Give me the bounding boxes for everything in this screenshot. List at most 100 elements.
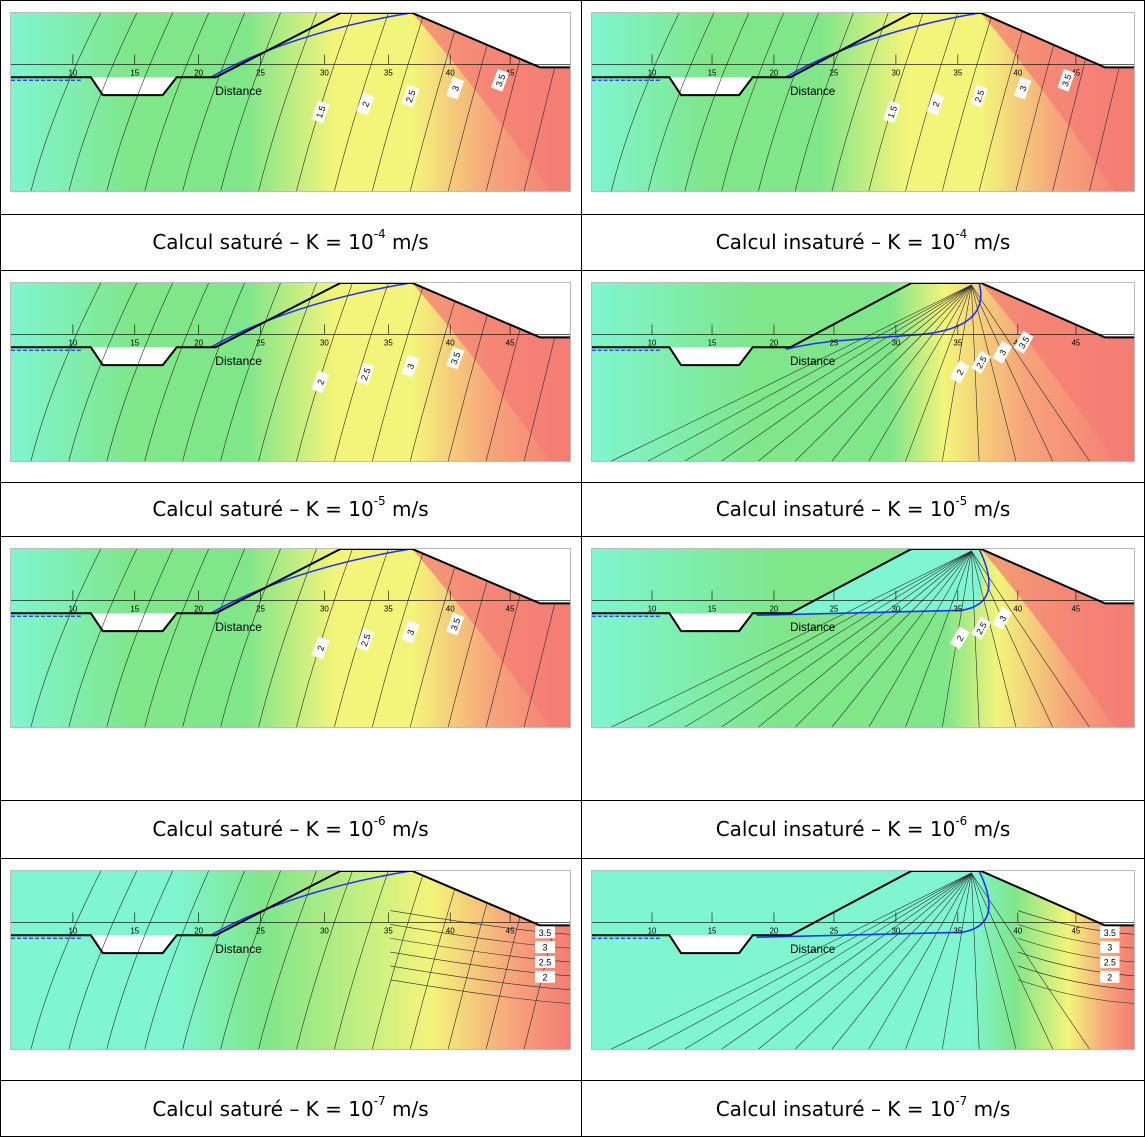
axis-tick-label: 10 (648, 604, 657, 613)
table-border (0, 0, 1145, 1)
head-contour-line (758, 550, 972, 727)
contour-value-label: 2 (1100, 970, 1120, 983)
svg-text:3: 3 (1018, 84, 1029, 92)
axis-tick-label: 15 (130, 926, 139, 935)
phreatic-line (210, 549, 411, 614)
axis-tick-label: 25 (256, 68, 265, 77)
contour-value-label: 2 (926, 92, 945, 116)
ground-surface (592, 283, 1134, 367)
contour-value-label: 3 (1100, 941, 1120, 954)
head-contour-line (68, 549, 138, 727)
excavation-pit (90, 613, 177, 632)
contour-value-label: 3 (992, 340, 1013, 364)
svg-text:2: 2 (360, 100, 371, 108)
distance-label: Distance (790, 85, 835, 98)
axis-tick-label: 35 (384, 68, 393, 77)
head-contour-line (905, 284, 972, 461)
head-contour-line (971, 284, 980, 461)
high-head-zone (412, 549, 570, 727)
diagram-cell: 10 15 20 25 30 35 40 45 Distance 2 2.5 3 3.5 (0, 536, 581, 800)
soil-region (11, 871, 570, 1049)
contour-value-label: 2 (356, 92, 375, 116)
phreatic-line (210, 871, 411, 936)
head-contour-line (409, 871, 461, 1049)
head-contour-line (182, 13, 245, 191)
axis-tick-label: 25 (830, 338, 839, 347)
head-contour-line (758, 13, 819, 191)
diagram-cell: 10 15 20 25 30 35 40 45 Distance 3.5 3 2.5 2 (581, 858, 1145, 1080)
axis-tick-label: 15 (130, 338, 139, 347)
svg-text:3.5: 3.5 (449, 351, 463, 366)
distance-label: Distance (790, 355, 835, 368)
contour-value-label: 2.5 (535, 956, 556, 968)
seepage-diagram: 10 15 20 25 30 35 40 45 Distance 1.5 2 2.5 3 3.5 (591, 12, 1135, 192)
axis-tick-label: 15 (130, 604, 139, 613)
head-contour-line (1017, 910, 1134, 935)
axis-tick-label: 35 (954, 926, 963, 935)
excavation-pit (90, 347, 177, 366)
head-contour-line (611, 550, 972, 727)
axis-tick-label: 15 (708, 604, 717, 613)
axis-tick-label: 25 (830, 604, 839, 613)
head-contour-line (220, 549, 281, 727)
head-contour-line (721, 550, 972, 727)
panel-caption: Calcul saturé – K = 10-7 m/s (152, 1093, 429, 1121)
head-contour-line (648, 550, 972, 727)
phreatic-line (210, 13, 411, 78)
table-border (0, 1080, 1145, 1081)
panel-caption: Calcul saturé – K = 10-5 m/s (152, 494, 429, 521)
head-contour-line (647, 13, 715, 191)
table-border (0, 0, 1, 1137)
ground-surface (592, 871, 1134, 955)
distance-label: Distance (215, 942, 262, 956)
contour-value-label: 3.5 (446, 612, 465, 636)
excavation-pit (669, 935, 753, 954)
head-contour-line (372, 871, 425, 1049)
svg-text:2.5: 2.5 (973, 89, 986, 104)
head-contour-line (971, 550, 980, 727)
axis-tick-label: 35 (954, 68, 963, 77)
axis-tick-label: 40 (446, 68, 455, 77)
ground-surface (11, 283, 570, 367)
axis-tick-label: 40 (1014, 926, 1023, 935)
phreatic-line (210, 283, 411, 348)
axis-tick-label: 35 (384, 338, 393, 347)
svg-text:3: 3 (543, 943, 548, 953)
head-contour-line (942, 284, 972, 461)
head-contour-line (794, 13, 854, 191)
diagram-cell: 10 15 20 25 30 35 40 45 Distance 2 2.5 3 3.5 (0, 270, 581, 482)
axis-tick-label: 20 (770, 604, 779, 613)
axis-tick-label: 40 (1014, 604, 1023, 613)
seepage-diagram: 10 15 20 25 30 35 40 45 Distance 2 2.5 3 3.5 (10, 548, 571, 728)
axis-tick-label: 45 (1072, 604, 1081, 613)
head-contour-line (831, 550, 972, 727)
ground-surface (592, 549, 1134, 633)
head-contour-line (648, 872, 972, 1049)
head-contour-line (372, 549, 425, 727)
axis-tick-label: 35 (954, 338, 963, 347)
head-contour-line (372, 283, 425, 461)
table-border (0, 270, 1145, 271)
axis-tick-label: 15 (708, 338, 717, 347)
svg-text:1.5: 1.5 (314, 105, 328, 120)
head-contour-line (758, 872, 972, 1049)
head-contour-line (971, 872, 980, 1049)
contour-value-label: 3 (401, 354, 420, 378)
head-contour-line (795, 872, 972, 1049)
svg-text:2: 2 (955, 633, 966, 642)
axis-tick-label: 45 (506, 68, 515, 77)
axis-tick-label: 10 (648, 926, 657, 935)
caption-cell: Calcul saturé – K = 10-5 m/s (0, 482, 581, 536)
svg-text:2.5: 2.5 (404, 89, 418, 104)
contour-value-label: 2 (949, 360, 970, 384)
contour-value-label: 3 (446, 76, 465, 100)
caption-cell: Calcul saturé – K = 10-7 m/s (0, 1080, 581, 1137)
head-contour-line (334, 871, 389, 1049)
head-contour-line (971, 872, 1053, 1049)
diagram-cell: 10 15 20 25 30 35 40 45 Distance 1.5 2 2.5 3 3.5 (581, 0, 1145, 214)
axis-tick-label: 15 (130, 68, 139, 77)
unsaturated-zone (790, 871, 983, 936)
head-contour-line (611, 13, 680, 191)
axis-tick-label: 45 (1072, 338, 1081, 347)
contour-value-label: 3.5 (1100, 926, 1120, 939)
